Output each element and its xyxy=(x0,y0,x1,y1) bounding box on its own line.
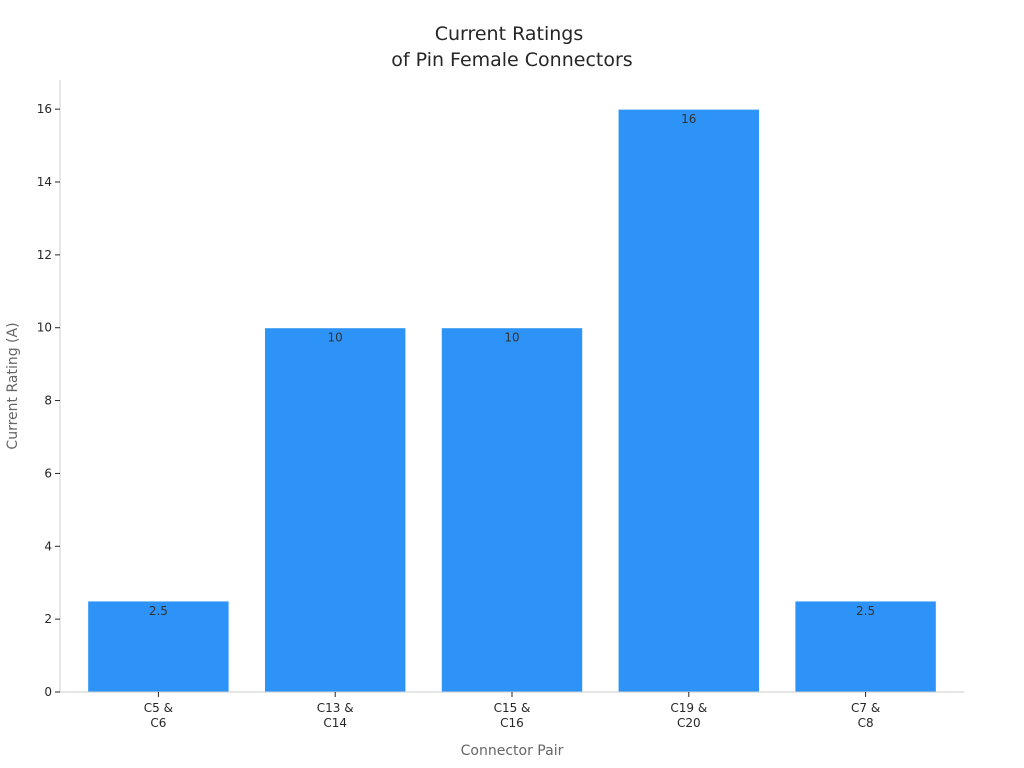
bars-group xyxy=(87,108,937,693)
y-tick-label-2: 4 xyxy=(44,539,52,553)
x-tick-label-3-line-0: C19 & xyxy=(670,701,707,715)
y-axis-label: Current Rating (A) xyxy=(5,322,21,449)
x-tick-label-1-line-0: C13 & xyxy=(317,701,354,715)
x-tick-label-2-line-0: C15 & xyxy=(494,701,531,715)
bar-0 xyxy=(87,600,230,693)
x-tick-label-3: C19 & C20 xyxy=(670,701,707,730)
x-tick-label-1-line-1: C14 xyxy=(323,716,347,730)
y-tick-label-8: 16 xyxy=(37,102,52,116)
x-tick-label-4: C7 & C8 xyxy=(851,701,880,730)
x-tick-label-0: C5 & C6 xyxy=(144,701,173,730)
x-tick-label-2-line-1: C16 xyxy=(500,716,524,730)
data-label-3: 16 xyxy=(681,112,696,126)
chart-title-line-2: of Pin Female Connectors xyxy=(391,49,632,71)
y-tick-label-5: 10 xyxy=(37,321,52,335)
x-axis-label: Connector Pair xyxy=(461,743,564,759)
x-tick-label-0-line-0: C5 & xyxy=(144,701,173,715)
bar-4 xyxy=(794,600,937,693)
data-labels-group: 2.5 10 10 16 2.5 xyxy=(149,112,875,618)
y-tick-label-6: 12 xyxy=(37,248,52,262)
x-ticks-group: C5 & C6 C13 & C14 C15 & C16 C19 & C20 C7 & C8 xyxy=(144,692,880,730)
data-label-2: 10 xyxy=(504,331,519,345)
bar-1 xyxy=(263,327,407,693)
data-label-4: 2.5 xyxy=(856,604,875,618)
chart-title: Current Ratings of Pin Female Connectors xyxy=(391,23,632,71)
x-tick-label-3-line-1: C20 xyxy=(677,716,701,730)
data-label-1: 10 xyxy=(328,331,343,345)
data-label-0: 2.5 xyxy=(149,604,168,618)
x-tick-label-4-line-0: C7 & xyxy=(851,701,880,715)
x-tick-label-0-line-1: C6 xyxy=(150,716,166,730)
y-tick-label-1: 2 xyxy=(44,612,52,626)
bar-2 xyxy=(440,327,584,693)
x-tick-label-1: C13 & C14 xyxy=(317,701,354,730)
chart-title-line-1: Current Ratings xyxy=(435,23,584,45)
y-tick-label-7: 14 xyxy=(37,175,52,189)
x-tick-label-4-line-1: C8 xyxy=(858,716,874,730)
bar-3 xyxy=(617,108,761,693)
y-tick-label-4: 8 xyxy=(44,394,52,408)
y-tick-label-0: 0 xyxy=(44,685,52,699)
x-tick-label-2: C15 & C16 xyxy=(494,701,531,730)
y-tick-label-3: 6 xyxy=(44,466,52,480)
y-ticks-group: 0 2 4 6 8 10 12 14 16 xyxy=(37,102,60,699)
